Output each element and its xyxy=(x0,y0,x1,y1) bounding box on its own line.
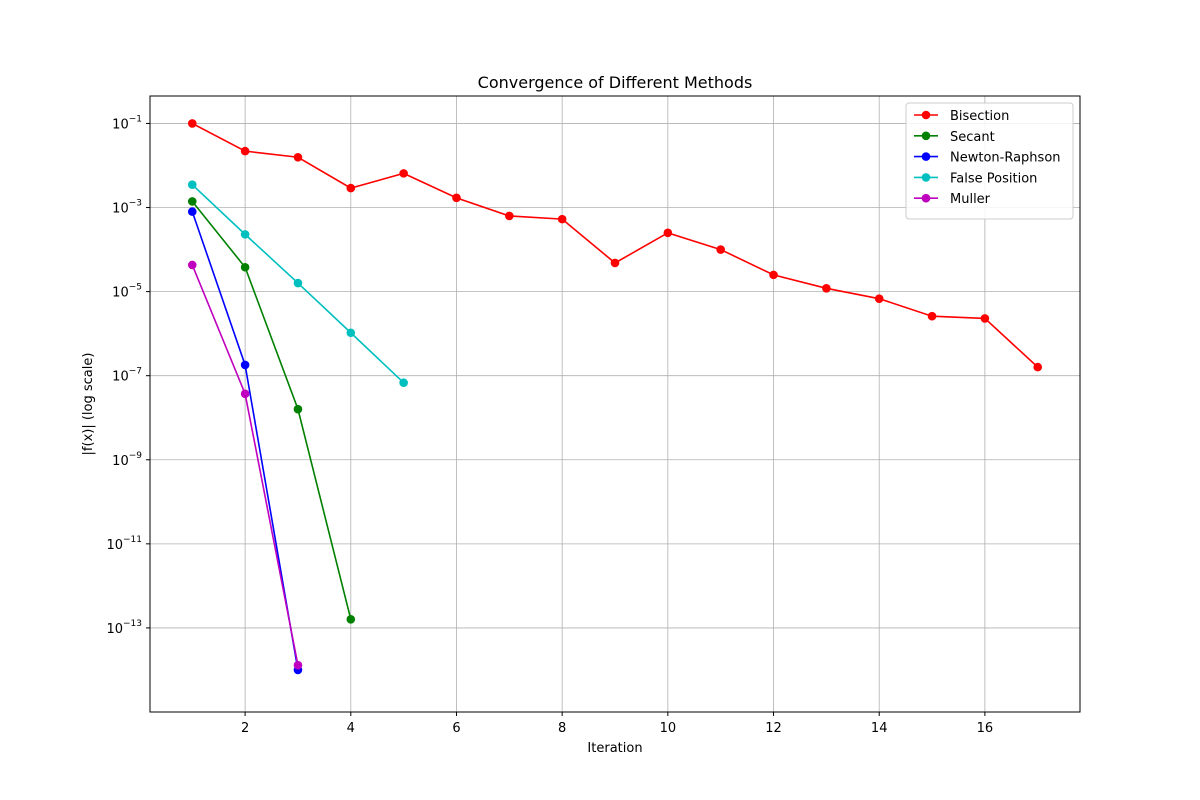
series-secant xyxy=(187,197,356,624)
y-tick-base: 10 xyxy=(112,202,129,217)
legend-label: Bisection xyxy=(950,109,1009,124)
y-tick-base: 10 xyxy=(106,538,123,553)
series-layer xyxy=(187,119,1043,675)
data-point-false-position xyxy=(346,328,356,338)
y-tick-label: 10−11 xyxy=(106,535,142,553)
data-point-muller xyxy=(240,389,250,399)
data-point-false-position xyxy=(240,230,250,239)
legend-item-secant: Secant xyxy=(914,130,995,145)
legend: Bisection Secant Newton-Raphson False Posit… xyxy=(905,102,1074,220)
legend-marker xyxy=(921,173,931,182)
data-point-muller xyxy=(293,660,303,670)
y-tick-base: 10 xyxy=(112,454,129,469)
data-point-bisection xyxy=(557,214,567,224)
legend-marker xyxy=(921,152,931,161)
data-point-bisection xyxy=(716,245,725,254)
y-tick-exponent: −11 xyxy=(123,535,142,545)
data-point-bisection xyxy=(399,169,408,178)
legend-label: False Position xyxy=(950,171,1037,186)
data-point-bisection xyxy=(1033,362,1043,372)
data-point-secant xyxy=(240,262,250,272)
x-axis-label: Iteration xyxy=(587,741,642,756)
data-point-newton-raphson xyxy=(187,207,197,216)
y-tick-label: 10−9 xyxy=(112,451,142,469)
y-tick-label: 10−5 xyxy=(112,283,142,301)
x-tick-label: 8 xyxy=(558,721,566,736)
plot-frame xyxy=(149,95,1081,713)
y-tick-base: 10 xyxy=(112,117,129,132)
y-tick-exponent: −1 xyxy=(129,114,142,124)
y-tick-label: 10−7 xyxy=(112,367,142,385)
legend-item-false-position: False Position xyxy=(914,171,1037,186)
x-tick-label: 10 xyxy=(660,721,677,736)
series-line-secant xyxy=(191,200,352,620)
legend-item-newton-raphson: Newton-Raphson xyxy=(914,151,1061,166)
series-false-position xyxy=(187,180,408,388)
y-tick-exponent: −7 xyxy=(129,367,142,377)
legend-item-muller: Muller xyxy=(914,192,991,207)
legend-marker xyxy=(921,110,931,120)
data-point-bisection xyxy=(874,294,884,303)
data-point-bisection xyxy=(927,311,937,321)
data-point-false-position xyxy=(293,278,303,288)
legend-item-bisection: Bisection xyxy=(914,109,1009,124)
chart-title: Convergence of Different Methods xyxy=(478,73,753,92)
x-axis: 2 4 6 8 10 12 14 16 xyxy=(241,712,993,736)
data-point-muller xyxy=(187,260,197,270)
data-point-bisection xyxy=(187,119,197,128)
y-tick-label: 10−1 xyxy=(112,114,142,132)
data-point-bisection xyxy=(240,146,250,156)
legend-label: Muller xyxy=(950,192,991,207)
legend-marker xyxy=(921,131,931,141)
x-tick-label: 6 xyxy=(452,721,460,736)
data-point-bisection xyxy=(452,193,461,203)
y-tick-label: 10−3 xyxy=(112,199,142,217)
data-point-bisection xyxy=(293,152,303,162)
y-tick-label: 10−13 xyxy=(106,619,142,637)
data-point-bisection xyxy=(346,183,356,193)
data-point-newton-raphson xyxy=(240,360,250,370)
data-point-false-position xyxy=(399,378,408,388)
x-tick-label: 4 xyxy=(347,721,355,736)
x-tick-label: 16 xyxy=(977,721,994,736)
y-tick-exponent: −13 xyxy=(123,619,142,629)
y-tick-base: 10 xyxy=(112,286,129,301)
x-tick-label: 12 xyxy=(765,721,782,736)
data-point-bisection xyxy=(505,211,514,221)
data-point-bisection xyxy=(769,270,778,280)
y-axis-label: |f(x)| (log scale) xyxy=(81,353,96,456)
series-bisection xyxy=(187,119,1043,372)
data-point-bisection xyxy=(822,283,831,293)
legend-box xyxy=(905,102,1074,220)
data-point-bisection xyxy=(663,228,673,238)
data-point-secant xyxy=(346,615,356,624)
series-muller xyxy=(187,260,303,670)
y-tick-exponent: −9 xyxy=(129,451,143,461)
data-point-false-position xyxy=(187,180,197,189)
data-point-bisection xyxy=(980,314,990,323)
x-tick-label: 2 xyxy=(241,721,249,736)
data-point-secant xyxy=(293,404,303,414)
legend-label: Newton-Raphson xyxy=(950,151,1061,166)
y-tick-exponent: −3 xyxy=(129,199,142,209)
y-tick-base: 10 xyxy=(106,622,123,637)
data-point-bisection xyxy=(610,258,620,268)
legend-marker xyxy=(921,193,931,203)
legend-label: Secant xyxy=(950,130,995,145)
x-tick-label: 14 xyxy=(871,721,888,736)
y-tick-exponent: −5 xyxy=(129,283,142,293)
y-tick-base: 10 xyxy=(112,370,129,385)
data-point-secant xyxy=(187,197,197,206)
